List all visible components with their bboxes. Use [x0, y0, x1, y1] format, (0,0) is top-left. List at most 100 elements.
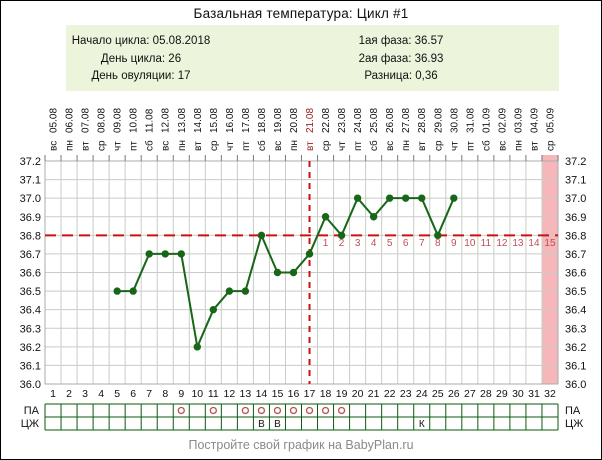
date-label: 11.08	[145, 108, 156, 133]
cycle-day-number: 32	[544, 388, 556, 400]
cycle-info-box: Начало цикла: 05.08.2018 День цикла: 26 …	[66, 25, 559, 91]
date-label: 22.08	[321, 108, 332, 133]
weekday-label: сб	[480, 140, 492, 151]
dpo-number: 7	[419, 238, 425, 249]
temp-point	[129, 287, 137, 295]
date-label: 23.08	[337, 108, 348, 133]
temp-point	[145, 250, 153, 258]
temp-point	[273, 268, 282, 277]
temp-point	[385, 194, 394, 202]
svg-text:37.0: 37.0	[565, 193, 586, 205]
date-label: 27.08	[401, 108, 412, 133]
date-label: 04.09	[529, 108, 540, 133]
cycle-day-number: 22	[384, 388, 396, 400]
cervical-fluid-letter: В	[258, 419, 265, 430]
dpo-number: 1	[323, 238, 329, 249]
date-label: 30.08	[449, 108, 460, 133]
dpo-number: 6	[403, 238, 409, 249]
temp-point	[305, 250, 314, 258]
info-temp-difference: Разница: 0,36	[364, 70, 438, 82]
cycle-day-number: 30	[512, 388, 524, 400]
temp-point	[241, 287, 250, 295]
weekday-label: пн	[65, 140, 76, 151]
dpo-number: 14	[528, 238, 540, 249]
date-label: 17.08	[241, 108, 252, 133]
date-label: 06.08	[65, 108, 76, 133]
svg-text:36.8: 36.8	[565, 230, 586, 242]
date-label: 18.08	[257, 108, 268, 133]
svg-text:36.7: 36.7	[565, 249, 586, 261]
info-phase2-temp: 2ая фаза: 36.93	[358, 52, 444, 65]
cycle-day-number: 2	[66, 388, 72, 400]
temp-point	[369, 213, 378, 221]
dpo-labels: 1 2 3 4 5 6 7 8 9 10 11 12 13 14 15	[323, 238, 556, 249]
weekday-label: пт	[353, 141, 364, 151]
temp-point	[209, 305, 218, 314]
cycle-day-number: 1	[50, 388, 56, 400]
date-label: 31.08	[465, 108, 476, 133]
info-cycle-day: День цикла: 26	[100, 52, 182, 65]
dpo-number: 5	[387, 238, 393, 249]
weekday-label: вт	[417, 141, 428, 151]
weekday-label: вт	[193, 141, 204, 151]
weekday-label: ср	[433, 140, 444, 151]
date-label: 15.08	[209, 108, 220, 133]
weekday-label: пт	[465, 141, 476, 151]
temp-point	[257, 231, 266, 240]
cycle-day-number: 9	[178, 388, 184, 400]
date-label: 24.08	[353, 108, 364, 133]
temp-point	[337, 231, 346, 240]
date-label: 08.08	[97, 108, 108, 133]
info-cycle-start: Начало цикла: 05.08.2018	[71, 35, 211, 47]
cycle-day-number: 21	[368, 388, 380, 400]
svg-text:36.5: 36.5	[20, 286, 41, 298]
temp-point	[161, 250, 169, 258]
cycle-day-number: 5	[114, 388, 120, 400]
reference-lines	[45, 161, 558, 384]
temperature-line	[117, 197, 455, 348]
date-label: 25.08	[369, 108, 380, 133]
dpo-number: 10	[464, 238, 476, 249]
cycle-day-number: 6	[130, 388, 136, 400]
svg-text:36.9: 36.9	[565, 212, 586, 224]
svg-text:36.1: 36.1	[20, 360, 41, 372]
date-label: 28.08	[417, 108, 428, 133]
svg-text:36.6: 36.6	[20, 268, 41, 280]
svg-text:37.2: 37.2	[20, 156, 41, 168]
weekday-label: вс	[497, 141, 508, 151]
temp-point	[113, 287, 121, 295]
intercourse-mark	[209, 406, 217, 415]
cycle-day-number: 20	[352, 388, 364, 400]
svg-text:37.1: 37.1	[20, 175, 41, 187]
date-label: 10.08	[129, 108, 140, 133]
temp-point	[177, 250, 185, 258]
cycle-day-number: 3	[82, 388, 88, 400]
cycle-day-number: 25	[432, 388, 444, 400]
weekday-label: чт	[113, 141, 124, 151]
weekday-label: пт	[241, 141, 252, 151]
weekday-label: вт	[305, 141, 316, 151]
intercourse-mark	[273, 406, 282, 415]
info-phase1-temp: 1ая фаза: 36.57	[358, 35, 444, 47]
info-ovulation-day: День овуляции: 17	[91, 70, 191, 82]
temp-point	[402, 194, 410, 202]
date-label: 12.08	[161, 108, 172, 133]
date-label: 09.08	[113, 108, 124, 133]
cycle-info-right-column: 1ая фаза: 36.57 2ая фаза: 36.93 Разница:…	[321, 33, 481, 86]
temp-point	[450, 194, 458, 202]
date-label: 29.08	[433, 108, 444, 133]
svg-text:36.3: 36.3	[565, 323, 586, 335]
cycle-day-number: 15	[272, 388, 284, 400]
highlight-column	[541, 155, 558, 384]
temp-point	[321, 213, 330, 221]
cycle-day-number: 19	[336, 388, 348, 400]
date-labels: 05.08 вс 06.08 пн 07.08 вт 08.08 ср 09.08 чт 10.08…	[49, 108, 557, 151]
date-label: 05.08	[49, 108, 60, 133]
grid	[44, 160, 559, 385]
svg-text:36.1: 36.1	[565, 360, 586, 372]
dpo-number: 4	[371, 238, 377, 249]
svg-text:36.2: 36.2	[565, 342, 586, 354]
